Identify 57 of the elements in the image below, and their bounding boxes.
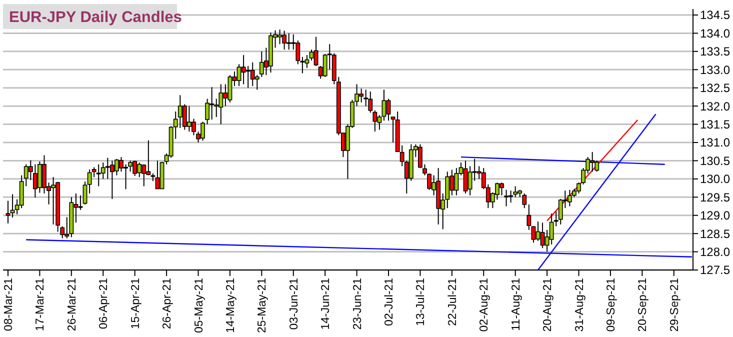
y-tick-label: 127.5 xyxy=(700,263,730,278)
x-tick-label: 02-Aug-21 xyxy=(478,278,491,332)
y-tick-label: 132.5 xyxy=(700,81,730,96)
candlestick xyxy=(531,226,536,244)
candlestick xyxy=(567,189,572,207)
candlestick xyxy=(526,204,532,230)
x-tick-label: 14-Jun-21 xyxy=(320,278,332,330)
candlestick xyxy=(382,89,386,122)
y-tick-label: 129.0 xyxy=(700,208,730,223)
x-tick-label: 06-Apr-21 xyxy=(98,278,110,330)
candlestick xyxy=(536,221,540,242)
candlestick xyxy=(390,116,396,143)
x-tick-label: 15-Apr-21 xyxy=(130,278,142,330)
x-tick-label: 20-Aug-21 xyxy=(542,278,554,332)
x-tick-label: 20-Sep-21 xyxy=(637,278,650,332)
x-tick-label: 11-Aug-21 xyxy=(510,278,522,331)
x-tick-label: 03-Jun-21 xyxy=(288,278,300,330)
candlestick xyxy=(463,160,468,194)
x-tick-label: 23-Jun-21 xyxy=(352,278,364,330)
candlestick xyxy=(60,226,65,239)
chart-title: EUR-JPY Daily Candles xyxy=(9,9,182,26)
x-tick-label: 09-Sep-21 xyxy=(605,278,618,332)
x-tick-label: 26-Mar-21 xyxy=(66,278,78,332)
y-tick-label: 132.0 xyxy=(700,99,730,114)
x-tick-label: 31-Aug-21 xyxy=(574,278,586,332)
candlestick xyxy=(540,222,545,249)
y-tick-label: 133.0 xyxy=(700,62,730,77)
y-tick-label: 134.0 xyxy=(700,26,730,40)
x-tick-label: 26-Apr-21 xyxy=(162,278,174,330)
candlestick xyxy=(364,89,368,107)
y-tick-label: 133.5 xyxy=(700,44,730,59)
x-tick-label: 13-Jul-21 xyxy=(415,278,428,326)
x-tick-label: 17-Mar-21 xyxy=(34,278,47,332)
y-tick-label: 134.5 xyxy=(700,8,730,22)
x-tick-label: 29-Sep-21 xyxy=(668,278,681,332)
candlestick xyxy=(314,36,318,66)
candlestick xyxy=(386,98,391,122)
candlestick xyxy=(549,213,554,245)
candlestick xyxy=(236,64,242,87)
candlestick xyxy=(522,193,527,209)
candlestick xyxy=(6,200,10,224)
x-tick-label: 25-May-21 xyxy=(256,278,269,333)
y-tick-label: 130.0 xyxy=(700,172,730,186)
x-tick-label: 08-Mar-21 xyxy=(3,278,16,332)
x-tick-label: 05-May-21 xyxy=(193,278,206,333)
candlestick xyxy=(205,98,210,125)
y-tick-label: 131.5 xyxy=(700,117,730,132)
y-tick-label: 130.5 xyxy=(700,154,730,168)
y-tick-label: 128.5 xyxy=(700,226,730,241)
x-tick-label: 02-Jul-21 xyxy=(384,278,396,326)
y-tick-label: 129.5 xyxy=(700,190,730,204)
x-tick-label: 14-May-21 xyxy=(224,278,237,333)
candlestick xyxy=(309,49,314,62)
y-tick-label: 128.0 xyxy=(700,244,730,259)
candlestick xyxy=(155,160,160,190)
x-tick-label: 22-Jul-21 xyxy=(446,278,459,326)
y-tick-label: 131.0 xyxy=(700,136,730,150)
